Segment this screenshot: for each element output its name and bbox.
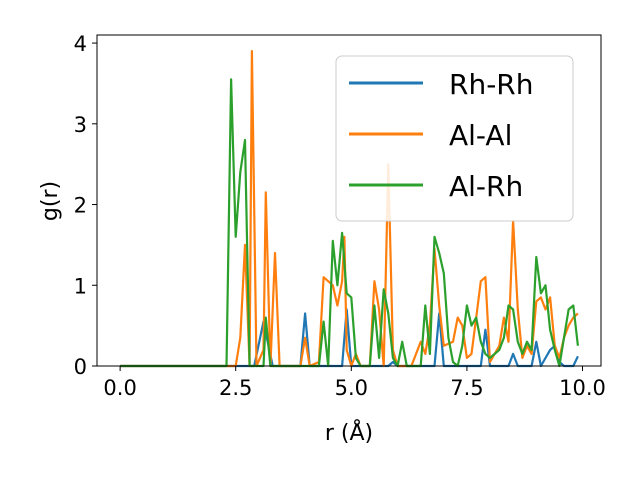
- legend-label-al-al: Al-Al: [449, 119, 512, 152]
- y-tick-label: 1: [74, 274, 87, 298]
- y-tick-label: 3: [74, 113, 87, 137]
- legend-box: [335, 55, 574, 222]
- y-tick-label: 2: [74, 194, 87, 218]
- y-tick-label: 4: [74, 32, 87, 56]
- y-axis: 0 1 2 3 4: [74, 32, 97, 379]
- x-tick-label: 0.0: [103, 376, 136, 400]
- legend: Rh-Rh Al-Al Al-Rh: [335, 55, 574, 222]
- x-tick-label: 10.0: [559, 376, 606, 400]
- x-tick-label: 5.0: [335, 376, 368, 400]
- legend-label-rh-rh: Rh-Rh: [449, 68, 534, 101]
- x-axis: 0.0 2.5 5.0 7.5 10.0: [103, 366, 606, 400]
- legend-label-al-rh: Al-Rh: [449, 170, 523, 203]
- y-axis-label: g(r): [38, 181, 63, 221]
- x-tick-label: 7.5: [450, 376, 483, 400]
- x-axis-label: r (Å): [325, 419, 373, 446]
- y-tick-label: 0: [74, 355, 87, 379]
- plot-frame: [96, 34, 602, 367]
- x-tick-label: 2.5: [219, 376, 252, 400]
- series-line-al-rh: [120, 78, 579, 368]
